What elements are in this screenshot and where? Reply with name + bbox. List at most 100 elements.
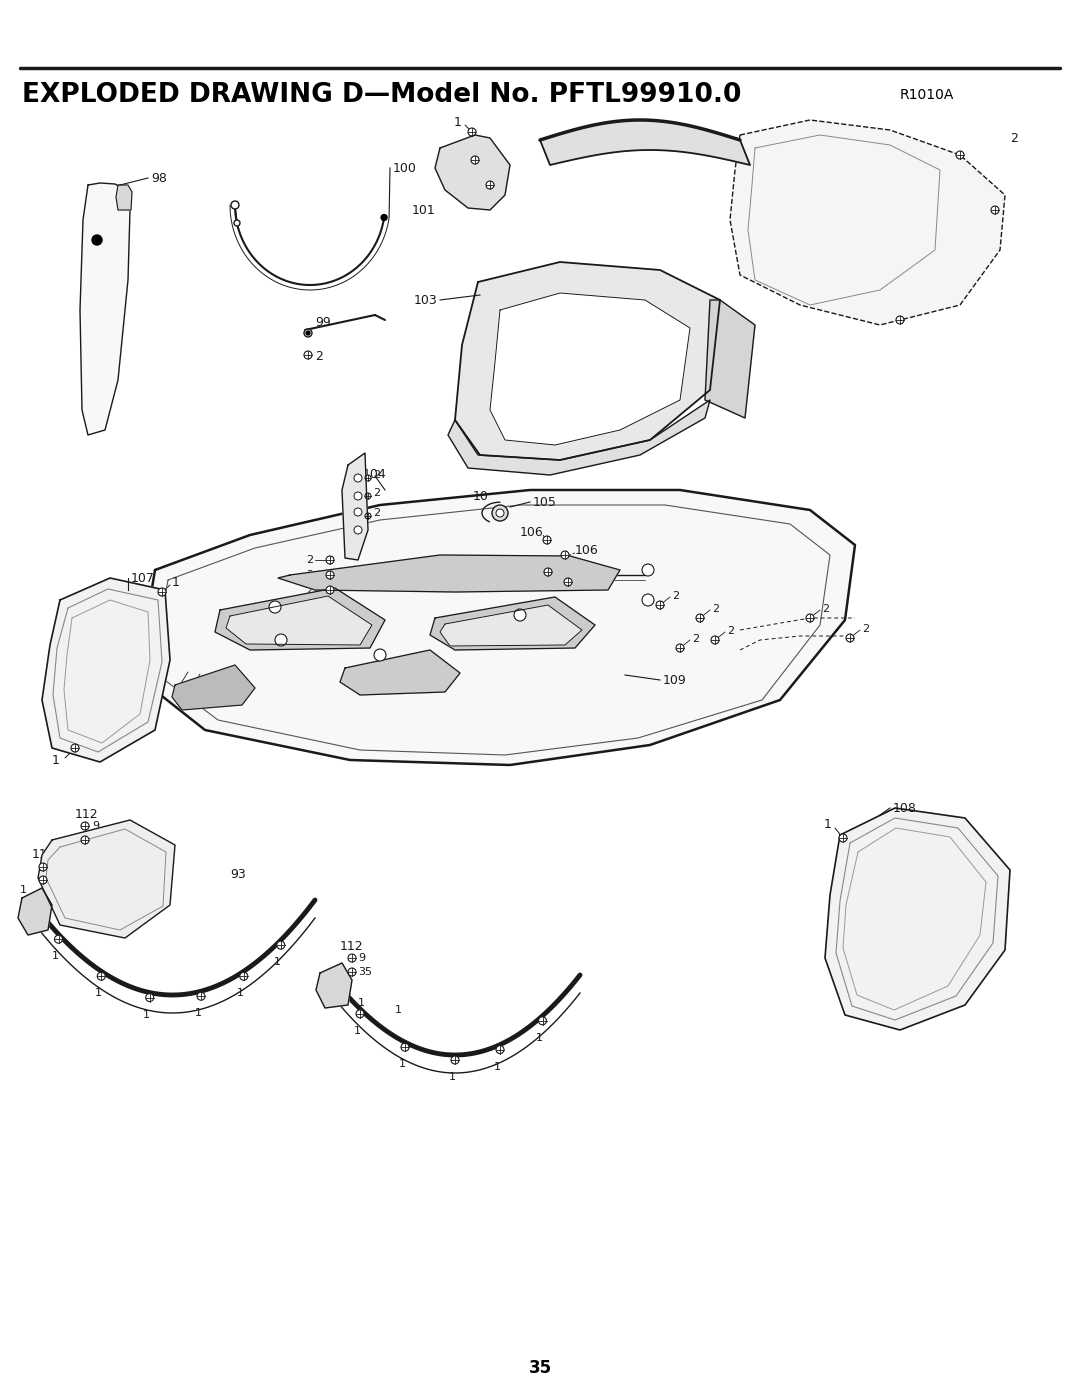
Polygon shape [730,120,1005,326]
Circle shape [306,331,310,335]
Circle shape [97,972,105,981]
Circle shape [514,609,526,622]
Circle shape [303,330,312,337]
Text: 98: 98 [151,172,167,184]
Circle shape [656,601,664,609]
Circle shape [846,634,854,643]
Text: 2: 2 [672,591,679,601]
Text: 106: 106 [519,525,543,538]
Circle shape [275,634,287,645]
Text: 2: 2 [822,604,829,615]
Circle shape [365,475,372,481]
Circle shape [39,876,48,884]
Text: 103: 103 [414,293,437,306]
Circle shape [71,745,79,752]
Text: 108: 108 [893,802,917,814]
Text: 1: 1 [52,753,60,767]
Circle shape [81,835,89,844]
Circle shape [956,151,964,159]
Polygon shape [226,597,372,645]
Text: R1010A: R1010A [900,88,955,102]
Circle shape [806,615,814,622]
Text: 35: 35 [357,967,372,977]
Text: 99: 99 [315,316,330,328]
Circle shape [486,182,494,189]
Polygon shape [705,300,755,418]
Text: 9: 9 [49,862,56,872]
Circle shape [326,585,334,594]
Polygon shape [825,807,1010,1030]
Polygon shape [215,588,384,650]
Text: 10: 10 [473,490,489,503]
Circle shape [158,588,166,597]
Text: 2: 2 [373,509,380,518]
Circle shape [564,578,572,585]
Text: 35: 35 [49,875,63,886]
Text: 1: 1 [536,1032,543,1042]
Circle shape [496,509,504,517]
Polygon shape [340,650,460,694]
Circle shape [231,201,239,210]
Circle shape [896,316,904,324]
Circle shape [348,954,356,963]
Text: 2: 2 [306,570,313,580]
Polygon shape [342,453,368,560]
Text: 101: 101 [411,204,435,217]
Polygon shape [42,578,170,761]
Text: 1: 1 [95,988,102,999]
Polygon shape [430,597,595,650]
Polygon shape [440,605,582,645]
Text: 112: 112 [75,809,98,821]
Polygon shape [316,963,352,1009]
Circle shape [326,556,334,564]
Polygon shape [435,136,510,210]
Text: 1: 1 [21,886,27,895]
Text: 107: 107 [131,571,154,584]
Circle shape [354,474,362,482]
Text: 25: 25 [568,570,582,580]
Text: 9: 9 [357,953,365,963]
Text: 112: 112 [340,940,364,954]
Circle shape [348,968,356,977]
Polygon shape [172,665,255,710]
Circle shape [39,863,48,870]
Text: 1: 1 [454,116,462,129]
Polygon shape [80,183,130,434]
Text: 2: 2 [727,626,734,636]
Text: 112: 112 [32,848,56,862]
Circle shape [356,1010,364,1018]
Circle shape [676,644,684,652]
Circle shape [561,550,569,559]
Text: 35: 35 [528,1359,552,1377]
Circle shape [54,935,63,943]
Text: 2: 2 [306,555,313,564]
Text: 25: 25 [545,560,559,570]
Text: 100: 100 [393,162,417,175]
Circle shape [539,1017,546,1025]
Text: 1: 1 [172,577,180,590]
Circle shape [471,156,480,163]
Circle shape [240,972,247,981]
Text: 2: 2 [373,488,380,497]
Circle shape [991,205,999,214]
Text: 1: 1 [238,988,244,999]
Circle shape [468,129,476,136]
Text: 2: 2 [862,624,869,634]
Polygon shape [540,120,750,165]
Text: 9: 9 [92,821,99,831]
Circle shape [354,509,362,515]
Text: 1: 1 [353,1025,361,1035]
Text: 102: 102 [640,120,664,134]
Polygon shape [18,888,52,935]
Circle shape [839,834,847,842]
Circle shape [326,571,334,578]
Circle shape [544,569,552,576]
Text: 2: 2 [712,604,719,615]
Polygon shape [116,184,132,210]
Circle shape [276,942,285,949]
Text: 109: 109 [663,673,687,686]
Circle shape [642,594,654,606]
Text: 1: 1 [824,819,832,831]
Circle shape [354,527,362,534]
Circle shape [354,492,362,500]
